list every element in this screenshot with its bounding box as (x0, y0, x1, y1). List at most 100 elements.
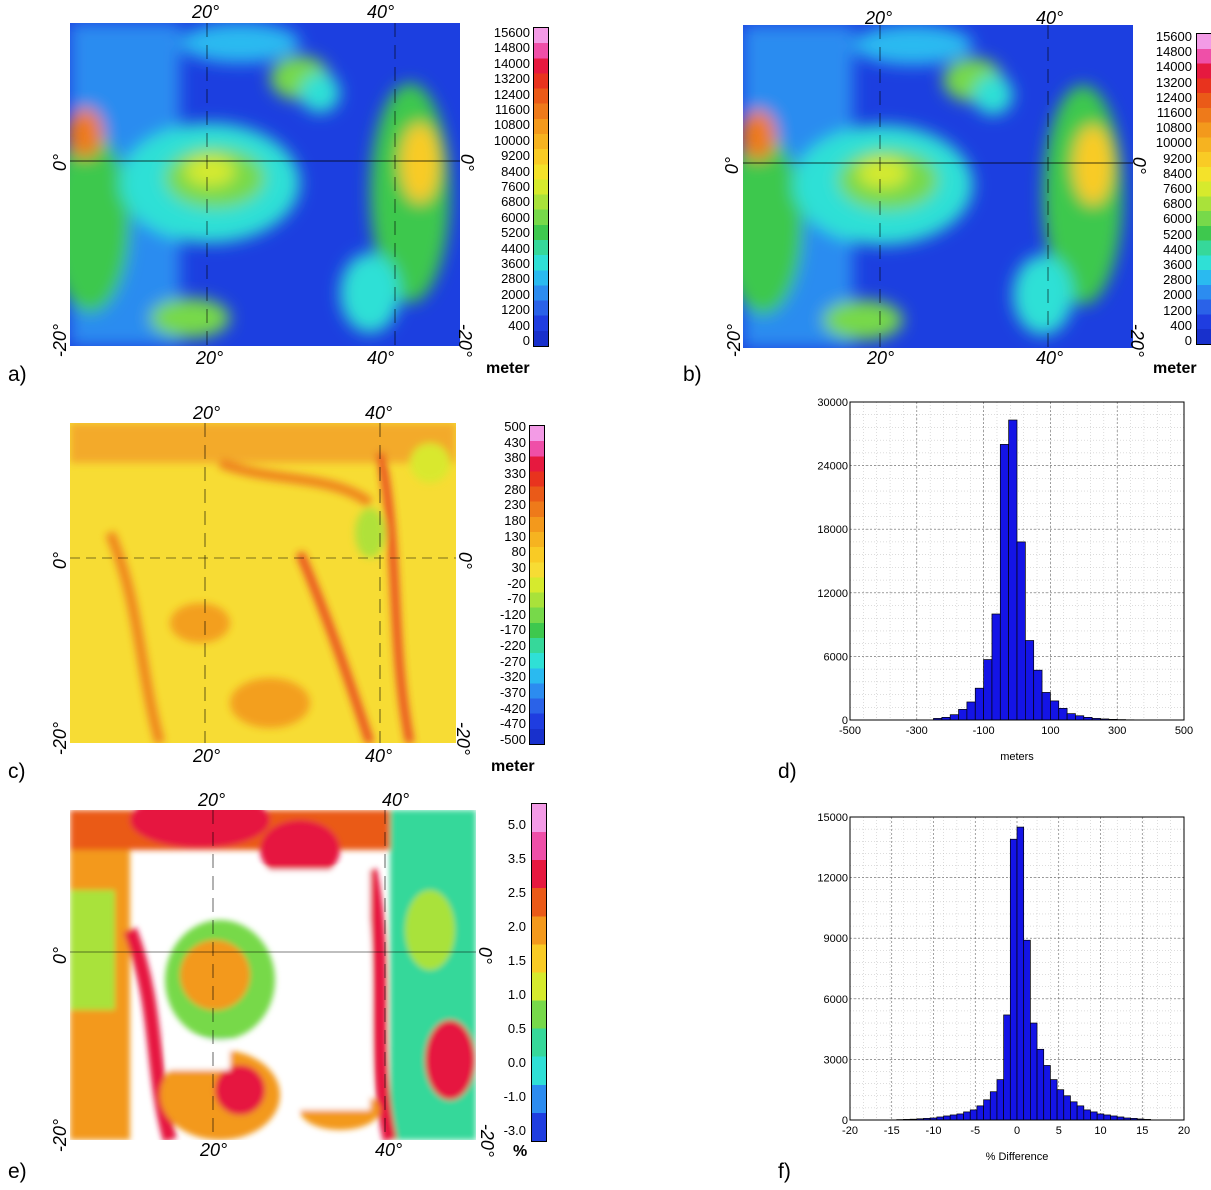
y-tick-label: 24000 (817, 461, 848, 473)
colorbar-a (533, 27, 549, 347)
x-tick-label: 300 (1108, 725, 1126, 737)
map-e-top-tick-40: 40° (382, 790, 410, 810)
colorbar-tick-label: 12400 (493, 86, 530, 102)
colorbar-tick-label: 10800 (493, 117, 530, 133)
map-b-left-tick-0: 0° (722, 156, 743, 175)
map-b-bottom-tick-20: 20° (867, 348, 895, 368)
colorbar-tick-label: 8400 (501, 163, 530, 179)
histogram-bar (1008, 419, 1018, 721)
colorbar-tick-label: -370 (499, 685, 526, 701)
panel-label-e: e) (8, 1160, 27, 1183)
histogram-bar (1058, 707, 1068, 721)
panel-label-a: a) (8, 363, 27, 386)
colorbar-a-ticks: 15600 14800 14000 13200 12400 11600 10800 10000… (484, 26, 530, 348)
x-tick-label: -5 (970, 1125, 980, 1137)
map-c-bottom-tick-40: 40° (365, 746, 393, 766)
unit-label-b: meter (1153, 360, 1197, 377)
histogram-bar (1070, 1101, 1078, 1121)
map-b-bottom-tick-40: 40° (1036, 348, 1064, 368)
colorbar-b (1196, 33, 1211, 345)
histogram-bar (943, 1115, 951, 1121)
histogram-bar (1066, 713, 1076, 721)
colorbar-tick-label: 1200 (1163, 302, 1192, 318)
histogram-bar (1030, 1022, 1038, 1121)
colorbar-tick-label: 9200 (501, 148, 530, 164)
map-c-top-tick-40: 40° (365, 403, 393, 423)
colorbar-c (529, 425, 545, 745)
x-tick-label: 100 (1041, 725, 1059, 737)
colorbar-tick-label: 0.5 (507, 1021, 526, 1036)
map-e-bottom-tick-20: 20° (200, 1140, 228, 1160)
colorbar-tick-label: 2.5 (507, 885, 526, 900)
histogram-bar (1090, 1111, 1098, 1121)
colorbar-tick-label: 3.5 (507, 851, 526, 866)
elevation-map-a-image (70, 23, 460, 346)
histogram-bar (1075, 715, 1085, 721)
colorbar-tick-label: -500 (499, 732, 526, 747)
panel-label-f: f) (778, 1160, 791, 1183)
histogram-bar (974, 687, 984, 721)
colorbar-tick-label: -420 (499, 700, 526, 716)
map-e-right-tick-0: 0° (475, 946, 496, 965)
colorbar-tick-label: 2.0 (507, 919, 526, 934)
x-tick-label: -20 (842, 1125, 858, 1137)
unit-label-c: meter (491, 758, 535, 775)
colorbar-tick-label: 5200 (1163, 226, 1192, 242)
plot-area: -20 -15 -10 -5 0 5 10 15 20 0 3000 6000 9000 12000 150… (817, 812, 1190, 1137)
histogram-bar (963, 1111, 971, 1121)
colorbar-tick-label: 3600 (1163, 257, 1192, 272)
y-tick-label: 12000 (817, 873, 848, 885)
colorbar-tick-label: 280 (504, 481, 526, 497)
colorbar-tick-label: -3.0 (503, 1123, 526, 1138)
colorbar-tick-label: 14000 (1155, 59, 1192, 75)
map-a-left-tick-m20: -20° (50, 323, 71, 358)
colorbar-tick-label: -470 (499, 716, 526, 732)
histogram-bar (1043, 1065, 1051, 1121)
colorbar-tick-label: 2000 (501, 286, 530, 302)
plot-border (849, 401, 1185, 721)
colorbar-tick-label: 9200 (1163, 150, 1192, 166)
colorbar-tick-label: 2800 (1163, 272, 1192, 288)
y-tick-label: 6000 (824, 994, 848, 1006)
histogram-bar (996, 1079, 1004, 1121)
histogram-bar (966, 701, 976, 721)
x-tick-label: -500 (839, 725, 861, 737)
x-tick-label: 10 (1094, 1125, 1106, 1137)
colorbar-tick-label: 11600 (1156, 105, 1192, 120)
colorbar-tick-label: 5.0 (507, 817, 526, 832)
map-c-left-tick-0: 0° (50, 551, 71, 570)
colorbar-tick-label: 1200 (501, 302, 530, 318)
histogram-bar (1050, 700, 1060, 721)
colorbar-tick-label: 430 (504, 434, 526, 450)
unit-label-e: % (513, 1143, 528, 1160)
colorbar-tick-label: 10000 (493, 132, 530, 148)
colorbar-tick-label: 130 (504, 528, 526, 544)
colorbar-tick-label: -320 (499, 669, 526, 685)
y-tick-label: 6000 (824, 651, 848, 663)
colorbar-tick-label: 0.0 (507, 1055, 526, 1070)
colorbar-tick-label: 80 (511, 544, 526, 560)
difference-map-c (70, 423, 456, 743)
colorbar-tick-label: -270 (499, 653, 526, 669)
map-a-left-tick-0: 0° (50, 153, 71, 172)
histogram-bar (1023, 939, 1031, 1121)
map-c-bottom-tick-20: 20° (193, 746, 221, 766)
colorbar-b-ticks: 15600 14800 14000 13200 12400 11600 10800 10000… (1146, 30, 1192, 348)
histogram-bar (949, 1114, 958, 1121)
histogram-bar (958, 709, 968, 721)
colorbar-tick-label: 4400 (1163, 241, 1192, 257)
map-a-top-tick-40: 40° (367, 2, 395, 22)
elevation-map-b-image (743, 25, 1133, 348)
y-tick-label: 0 (842, 1115, 848, 1127)
colorbar-tick-label: 15600 (1155, 29, 1192, 44)
map-c-left-tick-m20: -20° (50, 721, 71, 756)
colorbar-tick-label: 400 (1170, 317, 1192, 333)
map-c-top-tick-20: 20° (193, 403, 221, 423)
panel-label-c: c) (8, 760, 26, 783)
colorbar-tick-label: -20 (507, 575, 526, 591)
colorbar-tick-label: -170 (499, 622, 526, 638)
colorbar-tick-label: 13200 (493, 71, 530, 87)
colorbar-tick-label: 14800 (493, 40, 530, 56)
map-e-top-tick-20: 20° (198, 790, 226, 810)
colorbar-tick-label: -70 (507, 591, 526, 607)
